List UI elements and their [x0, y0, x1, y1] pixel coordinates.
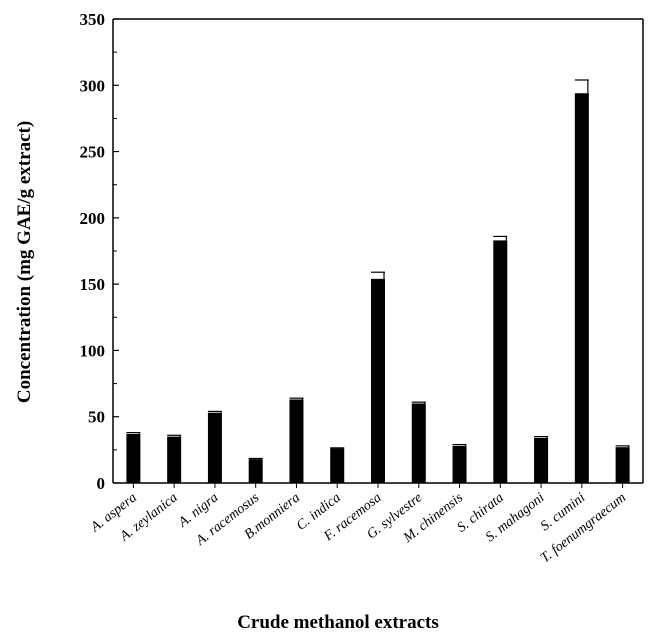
bar: [289, 399, 304, 483]
y-tick-label: 350: [80, 10, 106, 29]
y-axis-ticks: 0 50 100 150 200 250 300 350: [80, 10, 119, 493]
y-tick-label: 100: [80, 341, 106, 360]
y-tick-label: 150: [80, 275, 106, 294]
y-tick-label: 50: [88, 408, 105, 427]
y-tick-label: 0: [97, 474, 106, 493]
y-tick-label: 300: [80, 76, 106, 95]
bar: [615, 447, 630, 483]
bar: [330, 448, 345, 483]
bar: [411, 403, 426, 483]
bar: [371, 278, 385, 483]
y-axis-title: Concentration (mg GAE/g extract): [14, 121, 35, 403]
bar: [167, 436, 182, 483]
bar: [534, 437, 549, 483]
bars: [126, 79, 630, 484]
bar: [248, 459, 263, 483]
bar: [574, 93, 589, 484]
y-tick-label: 250: [80, 143, 106, 162]
y-tick-label: 200: [80, 209, 106, 228]
bar: [126, 433, 141, 483]
bar: [493, 240, 508, 483]
bar: [207, 412, 222, 483]
x-axis-title: Crude methanol extracts: [237, 612, 439, 633]
bar: [452, 445, 467, 483]
